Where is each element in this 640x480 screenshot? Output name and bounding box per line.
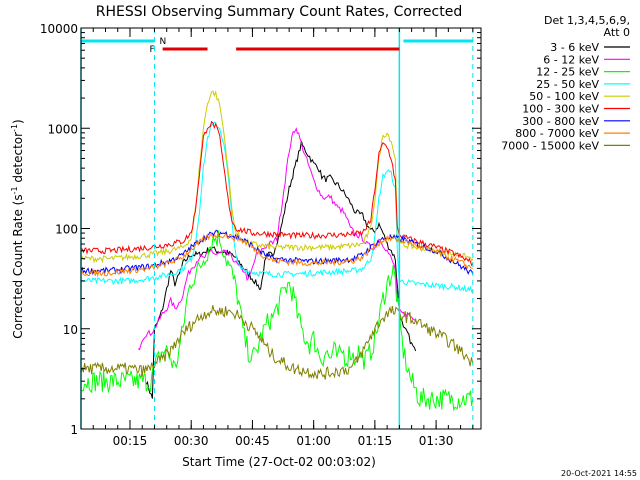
series-line-5 [80, 120, 474, 267]
series-layer [80, 90, 474, 412]
y-axis-label-sup1: -1 [10, 186, 19, 194]
legend-label-0: 3 - 6 keV [550, 41, 599, 54]
y-tick-label-4: 10000 [40, 22, 78, 36]
legend-label-3: 25 - 50 keV [536, 78, 599, 91]
y-axis-label: Corrected Count Rate (s-1 detector-1) [10, 119, 25, 338]
legend-header-line-0: Det 1,3,4,5,6,9, [544, 14, 630, 27]
y-tick-label-3: 1000 [47, 122, 78, 136]
series-line-4 [80, 90, 474, 264]
x-tick-label-4: 01:15 [358, 434, 393, 448]
legend-label-7: 800 - 7000 keV [515, 127, 599, 140]
footer-date: 20-Oct-2021 14:55 [561, 469, 637, 478]
legend-label-4: 50 - 100 keV [529, 90, 599, 103]
legend-label-1: 6 - 12 keV [543, 53, 599, 66]
x-tick-label-3: 01:00 [296, 434, 331, 448]
legend-label-8: 7000 - 15000 keV [501, 139, 599, 152]
y-axis-label-main: Corrected Count Rate (s [11, 194, 25, 338]
y-tick-label-1: 10 [63, 323, 78, 337]
axes-layer: 1 10 100 1000 10000 00:15 00:30 00:45 01:00 01:15… [40, 22, 482, 448]
series-line-1 [137, 127, 417, 351]
y-tick-label-2: 100 [55, 223, 78, 237]
chart-title: RHESSI Observing Summary Count Rates, Co… [96, 4, 462, 20]
series-line-8 [80, 305, 474, 380]
legend-header: Det 1,3,4,5,6,9,Att 0 [544, 14, 630, 39]
series-line-3 [80, 121, 474, 293]
legend-label-6: 300 - 800 keV [522, 115, 599, 128]
series-line-7 [80, 231, 473, 278]
y-axis-label-mid: detector [11, 132, 25, 187]
y-axis-label-sup2: -1 [10, 124, 19, 132]
y-axis-label-end: ) [11, 119, 25, 124]
x-tick-label-2: 00:45 [235, 434, 270, 448]
flare-flag-label: F [149, 45, 154, 55]
legend-label-2: 12 - 25 keV [536, 66, 599, 79]
legend-label-5: 100 - 300 keV [522, 103, 599, 116]
series-line-2 [80, 230, 474, 412]
legend-header-line-1: Att 0 [604, 26, 630, 39]
y-tick-label-0: 1 [70, 423, 78, 437]
x-tick-label-0: 00:15 [113, 434, 148, 448]
x-tick-label-1: 00:30 [174, 434, 209, 448]
x-tick-label-5: 01:30 [419, 434, 454, 448]
x-axis-label: Start Time (27-Oct-02 00:03:02) [182, 455, 376, 469]
night-flag-label: N [159, 37, 166, 47]
